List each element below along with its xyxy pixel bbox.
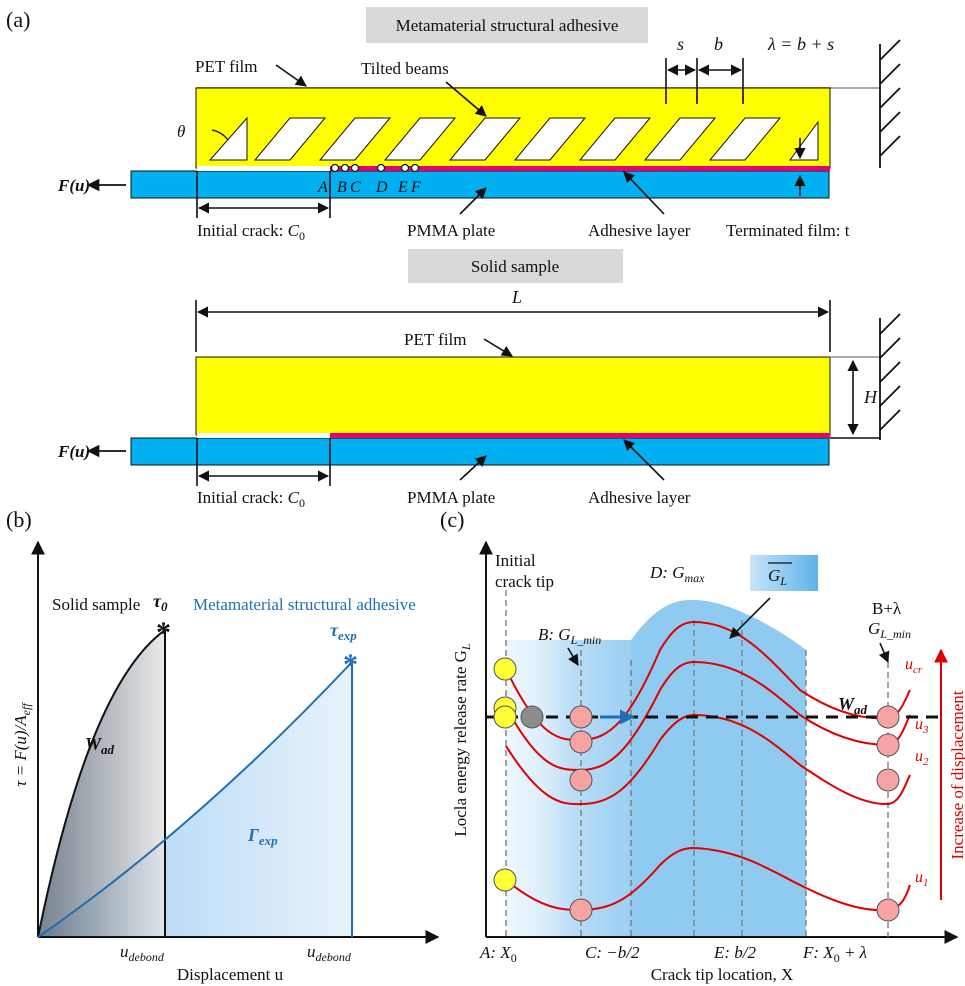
solid-film [195,356,831,436]
svg-text:A: A [317,179,328,196]
gbar-label: GL [768,566,787,588]
adhesive-label-top: Adhesive layer [588,221,691,240]
crack-markers [330,163,420,173]
meta-title-box [366,7,648,43]
solid-curve [37,629,166,938]
initial-text-1: Initial [495,551,536,570]
pmma-pointer-bottom [459,455,487,481]
terminated-label: Terminated film: t [726,221,850,240]
gamma-label: Γexp [247,825,278,848]
tau0-star: * [156,616,171,649]
solid-title: Solid sample [471,257,559,276]
gbar-pointer [729,597,771,639]
u2-label: u2 [915,748,929,768]
initial-crack-top: Initial crack: C0 [197,221,305,243]
gbar-box [750,555,818,591]
tau0-label: τ0 [153,591,168,614]
tilted-beam-holes [208,116,819,161]
svg-text:F: F [410,179,421,196]
panel-a: (a) Metamaterial structural adhesive PET… [6,7,901,510]
tick-f: F: X0 + λ [802,943,867,965]
gmin-pointer [567,647,579,666]
u3-label: u3 [915,716,929,736]
gmin2-label: GL_min [868,619,911,641]
adhesive-pointer-bottom [623,439,665,481]
svg-text:D: D [375,179,388,196]
theta-label: θ [177,122,185,141]
pet-film-pointer [275,64,307,87]
adhesive-layer-top [330,166,830,171]
pmma-label-top: PMMA plate [407,221,495,240]
initial-crack-bottom: Initial crack: C0 [197,488,305,510]
wad-label-b: Wad [85,734,115,757]
wad-label-c: Wad [838,694,868,717]
b-tick-1: udebond [120,942,165,964]
tauexp-label: τexp [330,620,357,643]
crack-gap-top [197,166,330,171]
pet-film-label-solid: PET film [404,330,467,349]
blambda-label: B+λ [872,599,902,618]
increase-label: Increase of displacement [948,690,965,859]
panel-b: (b) * * τ0 τexp Solid sample Metamateria… [6,507,440,984]
wall-top [879,39,901,168]
tick-c: C: −b/2 [585,943,640,962]
initial-text-2: crack tip [495,572,554,591]
tauexp-star: * [343,648,358,681]
solid-area [38,630,165,937]
wall-bottom [879,313,901,440]
pmma-pointer-top [459,187,487,215]
svg-text:E: E [397,179,408,196]
pet-film-label: PET film [195,57,258,76]
u-labels: ucr u3 u2 u1 [905,656,929,889]
adhesive-label-bottom: Adhesive layer [588,488,691,507]
tick-a: A: X0 [479,943,517,965]
yellow-balls [493,657,517,892]
panel-a-label: (a) [6,7,30,32]
meta-area [38,662,352,937]
adhesive-pointer-top [623,171,665,215]
panel-c: (c) [440,507,965,984]
pink-balls [569,705,900,922]
b-ylabel: τ = F(u)/Aeff [11,702,33,787]
s-label: s [677,34,684,54]
svg-text:B: B [337,179,347,196]
force-label-bottom: F(u) [57,442,90,461]
u1-label: u1 [915,869,929,889]
b-tick-2: udebond [307,942,352,964]
solid-title-box [408,249,623,283]
svg-text:C: C [350,179,361,196]
meta-curve [37,661,353,938]
gmin2-pointer [878,642,890,664]
region-left [506,640,631,937]
panel-b-label: (b) [6,507,32,532]
pmma-label-bottom: PMMA plate [407,488,495,507]
grey-ball [520,705,544,729]
crack-gap-bottom [197,433,330,438]
meta-title: Metamaterial structural adhesive [396,16,619,35]
c-xlabel: Crack tip location, X [651,965,794,984]
adhesive-layer-bottom [330,433,830,438]
lambda-label: λ = b + s [767,34,834,54]
force-label-top: F(u) [57,176,90,195]
c-ticks: A: X0 C: −b/2 E: b/2 F: X0 + λ [479,943,867,965]
tilted-beams-pointer [445,81,487,117]
H-label: H [863,387,878,407]
pet-film-pointer-solid [483,338,513,357]
ucr-label: ucr [905,656,923,676]
crack-letters: A B C D E F [317,179,421,196]
b-label: b [714,34,723,54]
L-label: L [511,287,522,307]
gmin-label: B: GL_min [538,625,601,647]
region-main [631,600,806,937]
tilted-beams-label: Tilted beams [361,59,449,78]
b-xlabel: Displacement u [177,965,284,984]
gmax-label: D: Gmax [649,563,705,585]
meta-legend: Metamaterial structural adhesive [193,595,416,614]
solid-legend: Solid sample [52,595,140,614]
tick-e: E: b/2 [713,943,757,962]
panel-c-label: (c) [440,507,464,532]
c-ylabel: Locla energy release rate GL [451,643,473,837]
theta-arc [211,129,229,141]
